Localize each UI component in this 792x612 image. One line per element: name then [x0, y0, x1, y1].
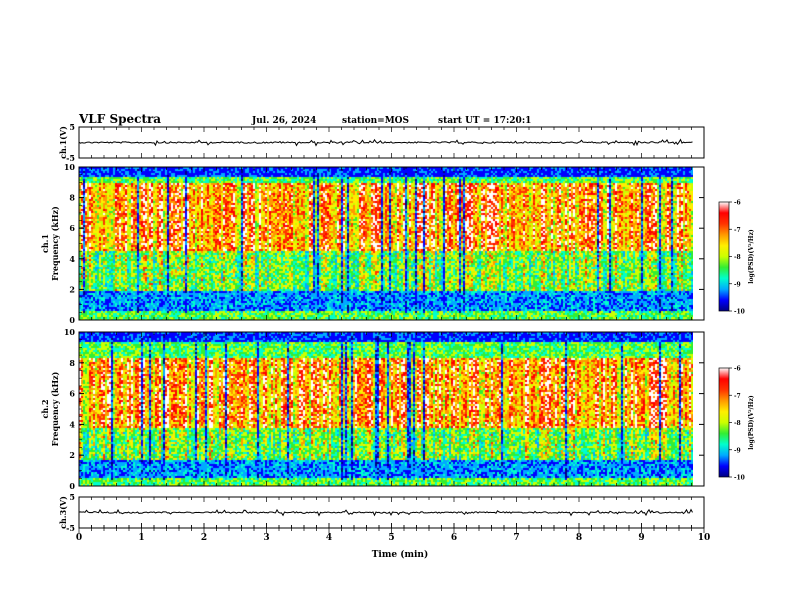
- colorbar-tick-label: -6: [734, 200, 741, 207]
- y-tick-label: 0: [69, 315, 75, 325]
- waveform-line: [78, 508, 693, 517]
- colorbar-tick-label: -10: [734, 309, 745, 316]
- x-tick-label: 1: [138, 533, 144, 543]
- y-tick-label: 0: [69, 481, 75, 491]
- colorbar-tick-label: -7: [734, 227, 741, 234]
- colorbar-label: log(PSD)(V²/Hz): [748, 229, 755, 284]
- y-axis-title: Frequency (kHz): [50, 371, 60, 446]
- y-tick-label: 4: [69, 419, 75, 429]
- spectrogram-image: [79, 332, 693, 486]
- y-tick-label: 6: [69, 223, 75, 233]
- colorbar-tick-label: -9: [734, 281, 741, 288]
- x-tick-label: 7: [513, 533, 519, 543]
- x-tick-label: 2: [201, 533, 207, 543]
- channel-label: ch.1: [40, 234, 50, 253]
- y-tick-label: 6: [69, 389, 75, 399]
- y-axis-title: Frequency (kHz): [50, 206, 60, 281]
- colorbar-tick-label: -8: [734, 254, 741, 261]
- start-time-label: start UT = 17:20:1: [438, 116, 531, 126]
- x-tick-label: 3: [263, 533, 269, 543]
- y-tick-label: 5: [69, 492, 75, 502]
- chart-title: VLF Spectra: [78, 112, 161, 126]
- y-tick-label: 4: [69, 254, 75, 264]
- spectrogram-canvas: [79, 332, 693, 486]
- y-tick-label: 10: [64, 162, 76, 172]
- date-label: Jul. 26, 2024: [251, 116, 316, 126]
- x-tick-label: 5: [388, 533, 394, 543]
- colorbar-tick-label: -6: [734, 366, 741, 373]
- spectrogram-image: [79, 167, 693, 320]
- waveform-line: [78, 138, 693, 147]
- y-axis-title: ch.1(V): [58, 126, 68, 159]
- ch3-waveform-panel: 5 -5ch.3(V): [58, 492, 705, 533]
- ch1-waveform-panel: 5 -5ch.1(V): [58, 122, 705, 163]
- ch1-spectrogram-panel: 0 2 4 6 8 10 ch.1 Frequency (kHz): [40, 162, 705, 325]
- x-tick-label: 4: [326, 533, 332, 543]
- y-axis-title: ch.3(V): [58, 496, 68, 529]
- x-tick-label: 8: [576, 533, 582, 543]
- colorbar-tick-label: -9: [734, 447, 741, 454]
- colorbar-rect: [718, 367, 730, 478]
- x-tick-label: 9: [638, 533, 644, 543]
- y-tick-label: 2: [69, 450, 75, 460]
- y-tick-label: 10: [64, 327, 76, 337]
- x-tick-label: 6: [451, 533, 457, 543]
- x-axis-title: Time (min): [372, 549, 429, 560]
- channel-label: ch.2: [40, 399, 50, 418]
- spectrogram-canvas: [79, 167, 693, 320]
- y-tick-label: 8: [69, 193, 75, 203]
- y-tick-label: 5: [69, 122, 75, 132]
- y-tick-label: 8: [69, 358, 75, 368]
- time-axis: 0 1 2 3 4 5 6 7 8 9 10: [76, 523, 710, 543]
- y-tick-label: -5: [66, 523, 75, 533]
- colorbar-tick-label: -7: [734, 393, 741, 400]
- colorbar-tick-label: -8: [734, 420, 741, 427]
- colorbars: -6 -7 -8 -9 -10 log(PSD)(V²/Hz) -6 -7 -8 -9 -10 log…: [718, 200, 755, 482]
- x-tick-label: 10: [698, 533, 711, 543]
- station-label: station=MOS: [342, 116, 409, 126]
- ch2-spectrogram-panel: 0 2 4 6 8 10 ch.2 Frequency (kHz): [40, 327, 705, 491]
- y-tick-label: 2: [69, 284, 75, 294]
- colorbar-tick-label: -10: [734, 475, 745, 482]
- x-tick-label: 0: [76, 533, 82, 543]
- colorbar-rect: [718, 201, 730, 312]
- colorbar-label: log(PSD)(V²/Hz): [748, 395, 755, 450]
- y-tick-label: -5: [66, 153, 75, 163]
